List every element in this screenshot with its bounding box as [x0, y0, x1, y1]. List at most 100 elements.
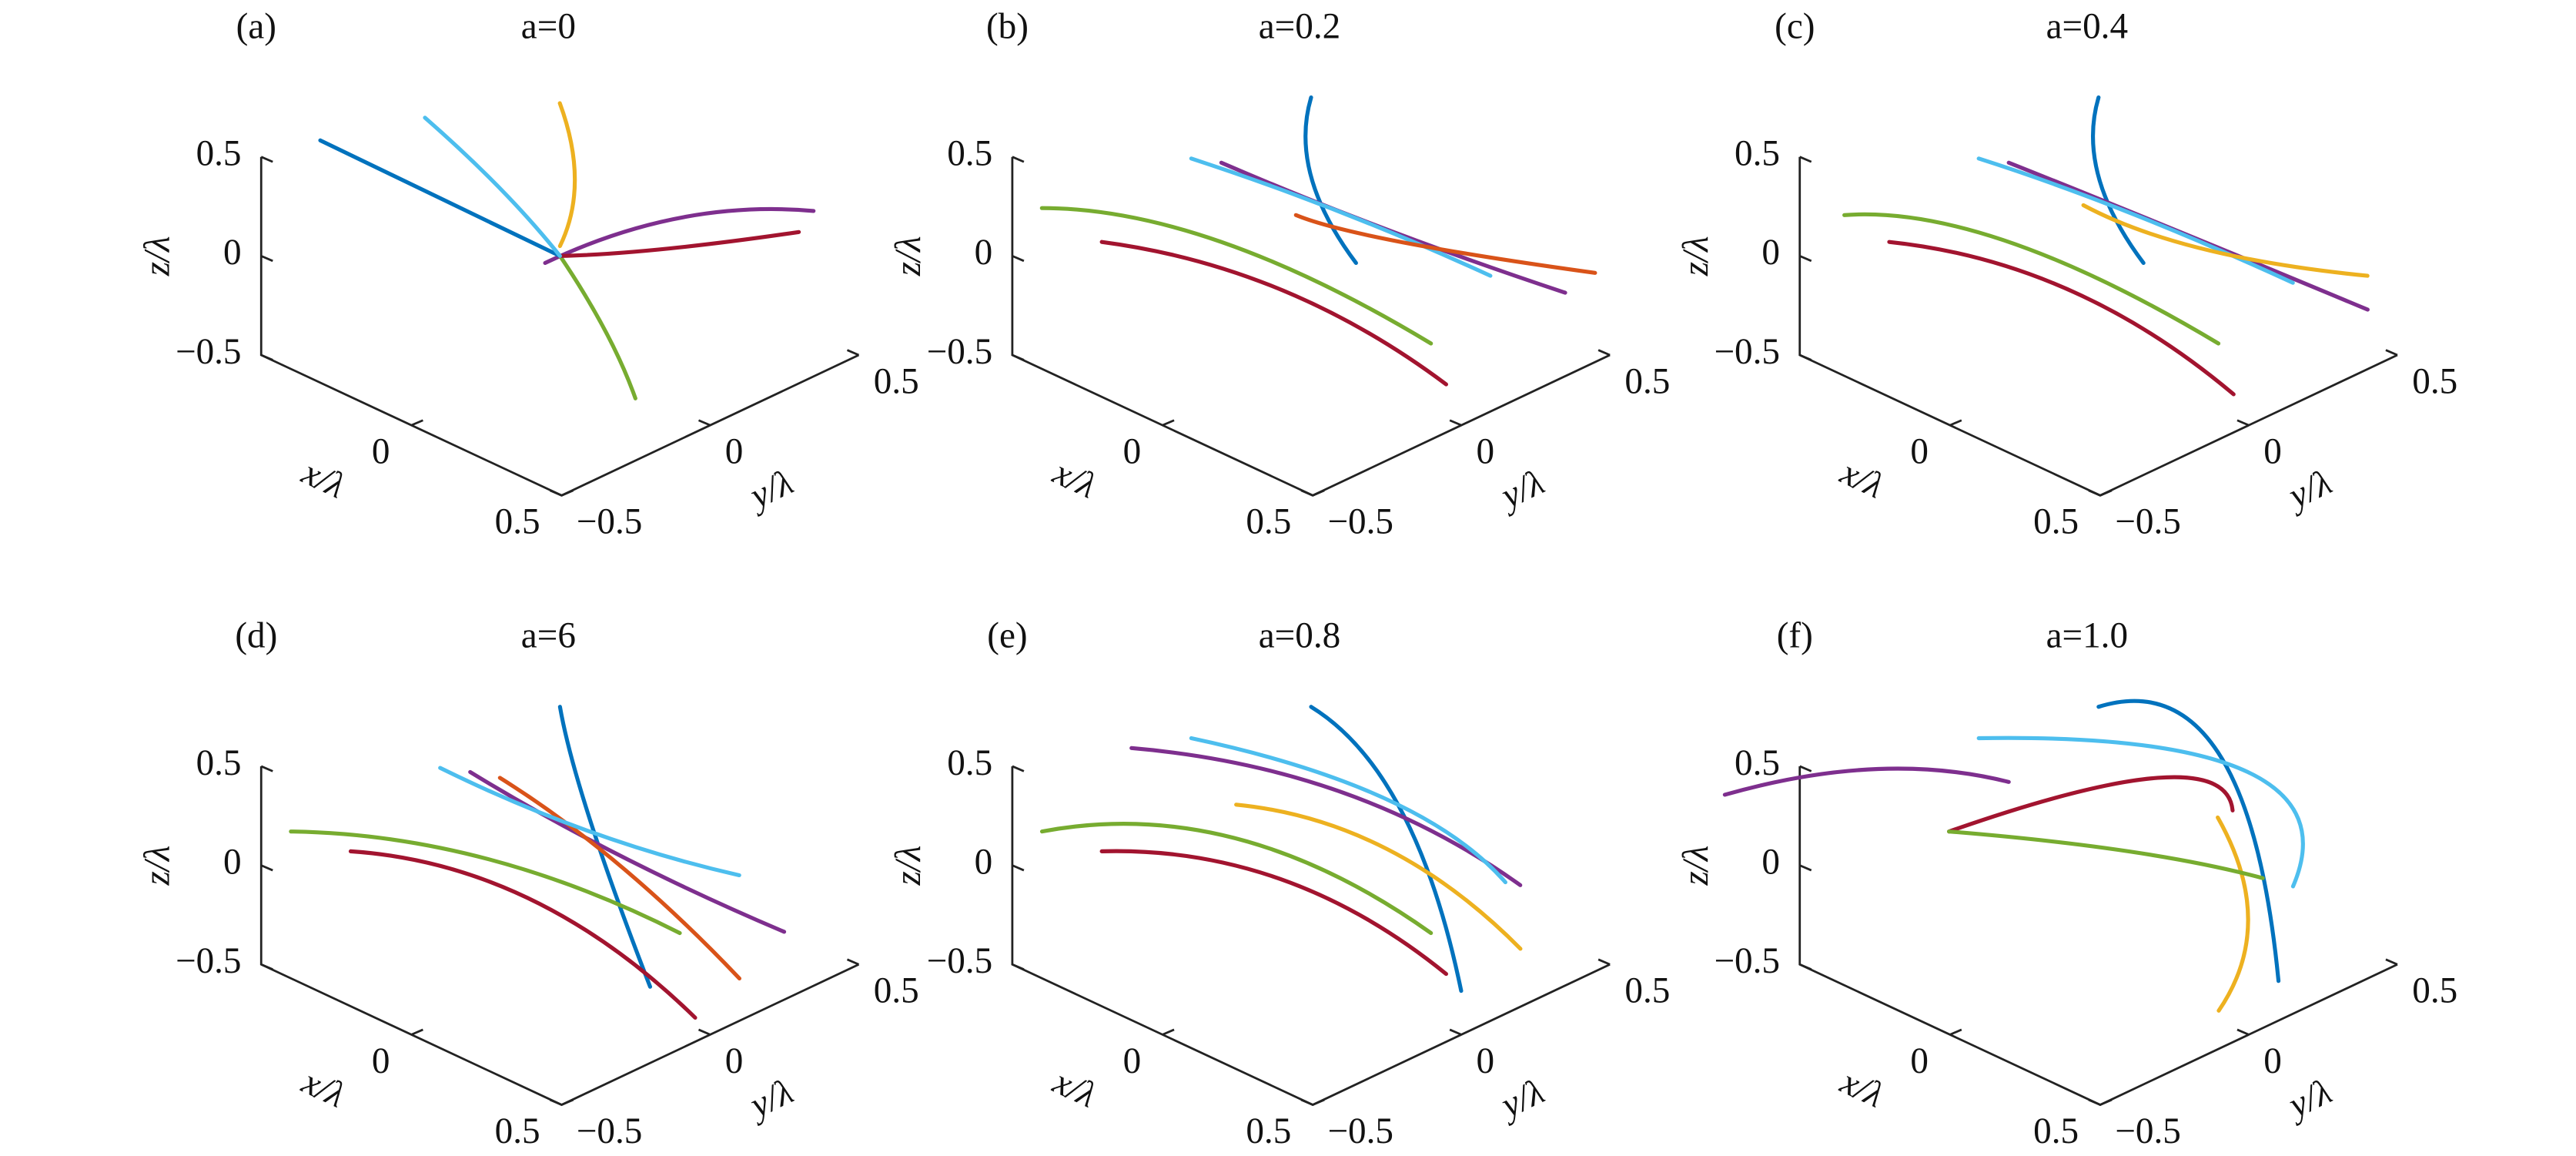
- trajectory: [348, 849, 698, 1020]
- y-tick: [1300, 489, 1313, 497]
- y-tick-label: 0: [2263, 1041, 2282, 1081]
- y-tick-label: 0.5: [1624, 361, 1670, 401]
- y-axis-label: y/λ: [2280, 462, 2337, 518]
- panel: (f) a=1.0 −0.5 0 0.5 0 0.5 −0.5 0 0.5 z/λ x/λ y/λ: [1676, 616, 2457, 1151]
- trajectory: [2216, 815, 2250, 1013]
- trajectory: [1293, 213, 1597, 275]
- x-tick-label: 0.5: [495, 502, 540, 542]
- y-tick-label: 0: [725, 432, 744, 472]
- z-tick-label: 0: [223, 233, 242, 273]
- trajectory: [1039, 206, 1434, 346]
- trajectory: [1099, 849, 1448, 977]
- z-tick: [1799, 963, 1812, 970]
- trajectory: [318, 138, 562, 258]
- trajectory: [2090, 95, 2146, 266]
- trajectory: [497, 776, 742, 981]
- x-axis-label: x/λ: [1046, 452, 1102, 507]
- y-tick-label: 0.5: [2412, 361, 2457, 401]
- z-tick: [1012, 354, 1025, 361]
- x-tick: [1949, 1028, 1962, 1036]
- y-tick-label: 0.5: [2412, 971, 2457, 1011]
- x-tick-label: 0.5: [2033, 1111, 2079, 1151]
- trajectory: [2096, 699, 2281, 983]
- x-tick: [1312, 489, 1325, 497]
- axis-line: [1798, 766, 2398, 1107]
- x-axis-label: x/λ: [1834, 1061, 1889, 1116]
- z-tick: [1799, 255, 1812, 263]
- z-tick-label: 0.5: [947, 743, 992, 783]
- z-tick-label: −0.5: [1714, 941, 1780, 981]
- z-tick: [1799, 156, 1812, 163]
- trajectory: [557, 705, 653, 989]
- x-axis-label: x/λ: [296, 452, 351, 507]
- y-tick: [2236, 419, 2250, 427]
- panel: (b) a=0.2 −0.5 0 0.5 0 0.5 −0.5 0 0.5 z/λ x/λ y/λ: [888, 6, 1670, 541]
- y-tick: [1449, 419, 1462, 427]
- trajectory: [468, 769, 787, 934]
- z-tick: [260, 156, 273, 163]
- x-tick-label: 0: [372, 1041, 390, 1081]
- z-tick: [1799, 864, 1812, 872]
- trajectory: [2081, 203, 2370, 278]
- x-tick: [410, 419, 423, 427]
- x-tick-label: 0: [1910, 432, 1929, 472]
- z-axis-label: z/λ: [1676, 846, 1716, 886]
- trajectory: [1887, 240, 2236, 397]
- z-tick: [1799, 354, 1812, 361]
- x-tick: [1949, 419, 1962, 427]
- y-axis-label: y/λ: [1493, 1071, 1551, 1127]
- x-tick-label: 0: [1123, 1041, 1142, 1081]
- trajectory: [557, 230, 801, 258]
- x-tick-label: 0: [372, 432, 390, 472]
- axis-line: [1011, 156, 1611, 497]
- trajectory: [1976, 735, 2305, 889]
- panel-title: a=1.0: [2046, 616, 2128, 656]
- trajectory: [438, 766, 741, 878]
- y-tick: [1449, 1028, 1462, 1036]
- panel-title: a=0.4: [2046, 6, 2128, 46]
- x-tick: [2099, 1098, 2113, 1106]
- y-axis-label: y/λ: [1493, 462, 1551, 518]
- y-tick: [698, 1028, 711, 1036]
- z-tick-label: 0: [975, 842, 993, 882]
- z-tick-label: −0.5: [927, 332, 993, 372]
- x-tick: [560, 1098, 574, 1106]
- y-tick-label: 0: [1476, 1041, 1494, 1081]
- y-tick-label: −0.5: [2115, 1111, 2181, 1151]
- x-tick-label: 0.5: [2033, 502, 2079, 542]
- x-axis-label: x/λ: [296, 1061, 351, 1116]
- x-tick-label: 0: [1123, 432, 1142, 472]
- z-tick: [1012, 255, 1025, 263]
- panel-label: (e): [987, 616, 1027, 656]
- trajectory: [1946, 775, 2235, 834]
- y-tick: [698, 419, 711, 427]
- y-tick: [846, 958, 860, 966]
- y-axis-label: y/λ: [741, 462, 799, 518]
- z-tick: [1012, 963, 1025, 970]
- z-tick-label: 0.5: [1735, 134, 1780, 174]
- z-tick-label: −0.5: [1714, 332, 1780, 372]
- y-tick-label: 0: [2263, 432, 2282, 472]
- y-tick: [549, 489, 563, 497]
- z-axis-label: z/λ: [1676, 236, 1716, 276]
- trajectory: [1303, 95, 1358, 266]
- trajectory: [557, 101, 577, 249]
- z-tick: [260, 354, 273, 361]
- y-tick: [2385, 349, 2398, 357]
- panel: (c) a=0.4 −0.5 0 0.5 0 0.5 −0.5 0 0.5 z/λ x/λ y/λ: [1676, 6, 2457, 541]
- panel-title: a=0.2: [1259, 6, 1340, 46]
- panel-label: (a): [236, 6, 276, 46]
- y-tick: [2236, 1028, 2250, 1036]
- z-tick: [260, 255, 273, 263]
- x-tick-label: 0.5: [1246, 1111, 1291, 1151]
- trajectory: [1129, 746, 1523, 887]
- z-tick-label: 0.5: [1735, 743, 1780, 783]
- y-tick: [1597, 958, 1611, 966]
- trajectory: [1099, 240, 1448, 387]
- y-tick-label: −0.5: [1327, 1111, 1393, 1151]
- z-tick: [1012, 156, 1025, 163]
- panel-label: (c): [1775, 6, 1815, 46]
- trajectory: [543, 206, 816, 266]
- trajectory: [423, 116, 562, 258]
- y-tick-label: −0.5: [2115, 502, 2181, 542]
